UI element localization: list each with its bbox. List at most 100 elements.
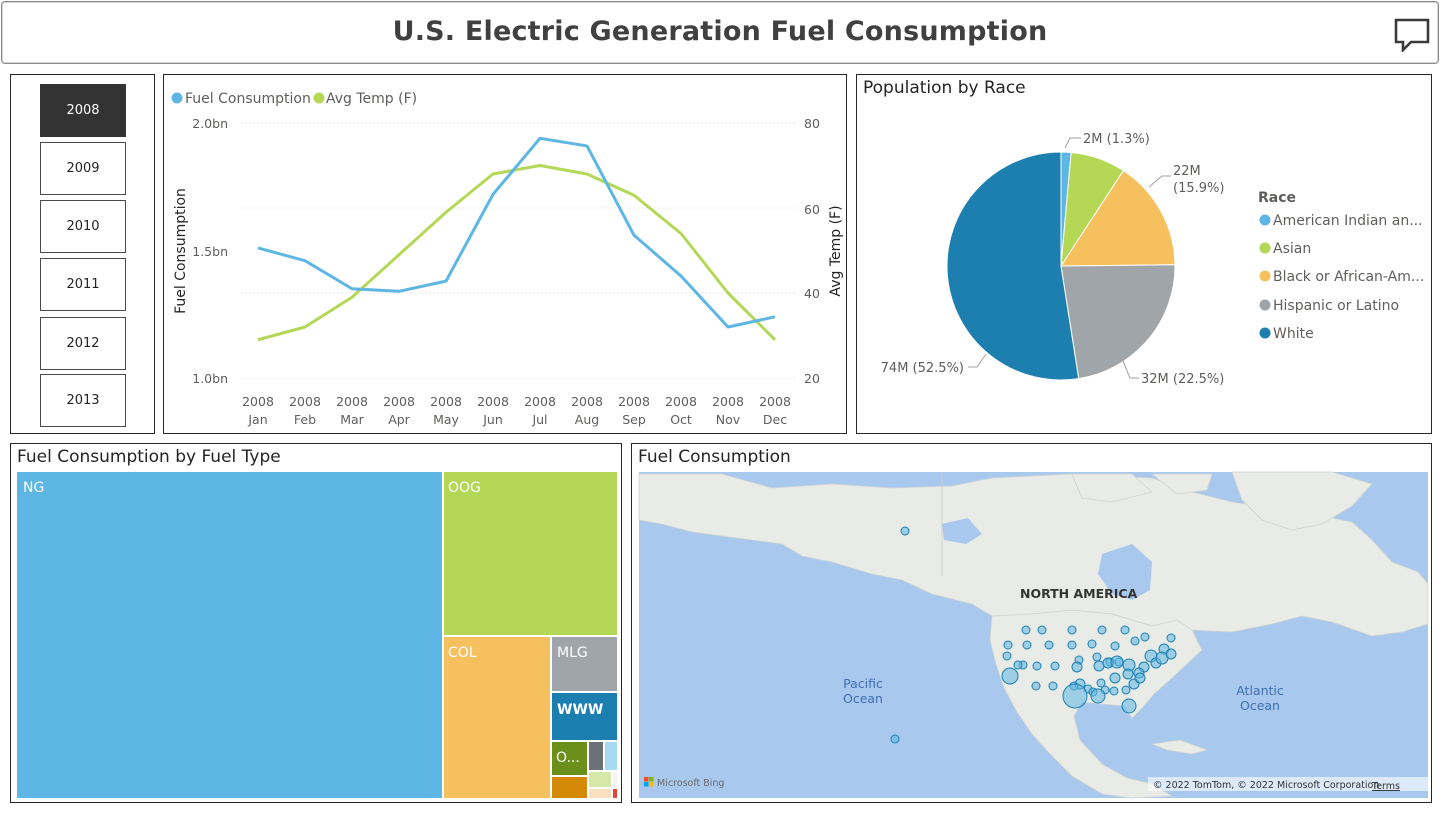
pie-leaders [968, 137, 1171, 379]
map-bubble-0[interactable] [900, 526, 910, 536]
map-bubble-12[interactable] [1110, 641, 1120, 651]
pie-label-american-indian: 2M (1.3%) [1083, 132, 1150, 147]
map-bubble-36[interactable] [1122, 668, 1134, 680]
map-bubble-33[interactable] [1093, 660, 1105, 672]
y-right-tick-20: 20 [804, 371, 820, 386]
series-line-fuel-consumption[interactable] [257, 136, 776, 329]
treemap-tile-small-6[interactable] [589, 789, 611, 798]
slicer-item-2008[interactable]: 2008 [40, 84, 126, 137]
map-bubble-44[interactable] [1048, 681, 1058, 691]
map-bubble-30[interactable] [1013, 660, 1023, 670]
y-right-tick-80: 80 [804, 116, 820, 131]
x-tick-month-jun: Jun [482, 412, 503, 427]
map-bubble-14[interactable] [1166, 633, 1176, 643]
x-tick-year-dec: 2008 [759, 394, 791, 409]
chart-legend[interactable]: Fuel Consumption Avg Temp (F) [171, 91, 418, 107]
legend-label-fuel: Fuel Consumption [185, 91, 311, 107]
treemap-tile-small-4[interactable] [589, 772, 611, 787]
treemap-tile-www[interactable] [552, 693, 617, 740]
treemap-tile-small-2[interactable] [589, 742, 603, 770]
map-bubble-6[interactable] [1140, 632, 1150, 642]
map-bubble-5[interactable] [1120, 625, 1130, 635]
legend-item-hispanic[interactable]: Hispanic or Latino [1273, 298, 1399, 314]
pie-slice-4[interactable] [946, 151, 1080, 381]
treemap-tile-small-7[interactable] [613, 789, 617, 798]
map-bubble-49[interactable] [1121, 685, 1131, 695]
y-right-tick-40: 40 [804, 286, 820, 301]
pie-slice-3[interactable] [1060, 264, 1176, 380]
legend-item-black[interactable]: Black or African-Am... [1273, 269, 1424, 285]
legend-item-asian[interactable]: Asian [1273, 241, 1311, 257]
map-bubble-54[interactable] [890, 734, 900, 744]
treemap-label-ng: NG [23, 480, 44, 496]
treemap-tile-mlg[interactable] [552, 637, 617, 691]
map-bubble-50[interactable] [1134, 672, 1146, 684]
treemap-tile-ng[interactable] [17, 472, 442, 798]
y-right-tick-60: 60 [804, 202, 820, 217]
map-bubble-19[interactable] [1092, 652, 1102, 662]
map[interactable]: NORTH AMERICA Pacific Ocean Atlantic Oce… [632, 444, 1431, 802]
map-bubble-31[interactable] [1032, 661, 1042, 671]
map-bubble-53[interactable] [1121, 698, 1137, 714]
map-bubble-4[interactable] [1097, 625, 1107, 635]
map-bubble-2[interactable] [1037, 625, 1047, 635]
line-chart[interactable]: Fuel Consumption Avg Temp (F) 2.0bn 1.5b… [164, 75, 846, 433]
pie-legend[interactable]: Race American Indian an... Asian Black o… [1258, 190, 1424, 342]
pie-chart[interactable]: 2M (1.3%) 22M (15.9%) 32M (22.5%) 74M (5… [857, 75, 1431, 433]
slicer-item-2013[interactable]: 2013 [40, 374, 126, 427]
map-bubble-10[interactable] [1067, 640, 1077, 650]
map-bubble-15[interactable] [1002, 651, 1012, 661]
x-tick-month-may: May [433, 412, 459, 427]
map-bubble-52[interactable] [1090, 688, 1106, 704]
treemap-label-mlg: MLG [557, 645, 588, 661]
map-bubbles[interactable] [890, 526, 1177, 744]
map-bubble-13[interactable] [1130, 636, 1140, 646]
map-bubble-29[interactable] [1001, 667, 1019, 685]
map-bubble-8[interactable] [1022, 640, 1032, 650]
map-bubble-51[interactable] [1062, 683, 1088, 709]
legend-marker-black [1259, 270, 1271, 282]
legend-item-american-indian[interactable]: American Indian an... [1273, 213, 1423, 229]
map-bubble-11[interactable] [1087, 639, 1097, 649]
map-terms-link[interactable]: Terms [1371, 781, 1400, 792]
treemap-tile-small-5[interactable] [613, 772, 617, 787]
map-bubble-37[interactable] [1109, 672, 1121, 684]
map-bubble-38[interactable] [1096, 678, 1106, 688]
treemap-tile-small-3[interactable] [605, 742, 617, 770]
slicer-item-2012[interactable]: 2012 [40, 317, 126, 370]
x-tick-month-jul: Jul [531, 412, 547, 427]
slicer-item-2009[interactable]: 2009 [40, 142, 126, 195]
legend-label-temp: Avg Temp (F) [326, 91, 417, 107]
map-provider: Microsoft Bing [657, 778, 724, 789]
leader-line-black [1148, 175, 1171, 188]
map-bubble-48[interactable] [1109, 686, 1119, 696]
leader-line-american-indian [1064, 137, 1081, 149]
map-bubble-32[interactable] [1071, 661, 1083, 673]
treemap-tile-col[interactable] [444, 637, 550, 798]
map-ocean-atlantic-1: Atlantic [1236, 683, 1284, 698]
x-tick-month-oct: Oct [670, 412, 692, 427]
treemap-tile-other[interactable] [552, 742, 587, 775]
map-bubble-7[interactable] [1003, 640, 1013, 650]
treemap-tile-oog[interactable] [444, 472, 617, 635]
comment-icon[interactable] [1394, 18, 1430, 52]
series-line-avg-temp[interactable] [257, 164, 777, 342]
map-bubble-28[interactable] [1165, 648, 1177, 660]
slicer-item-2010[interactable]: 2010 [40, 200, 126, 253]
map-bubble-43[interactable] [1031, 681, 1041, 691]
map-bubble-3[interactable] [1067, 625, 1077, 635]
treemap-tile-small-1[interactable] [552, 777, 587, 798]
pie-slice-2[interactable] [1060, 169, 1176, 267]
map-bubble-35[interactable] [1110, 655, 1124, 669]
legend-item-white[interactable]: White [1273, 326, 1314, 342]
pie-label-white: 74M (52.5%) [881, 361, 964, 376]
map-bubble-17[interactable] [1050, 661, 1060, 671]
map-ocean-pacific-1: Pacific [843, 676, 883, 691]
map-ocean-pacific-2: Ocean [843, 691, 883, 706]
y-right-axis-title: Avg Temp (F) [828, 205, 844, 296]
treemap[interactable]: NG OOG COL MLG WWW O... [11, 444, 621, 802]
slicer-item-2011[interactable]: 2011 [40, 258, 126, 311]
map-bubble-1[interactable] [1021, 625, 1031, 635]
map-bubble-9[interactable] [1044, 640, 1054, 650]
x-tick-year-oct: 2008 [665, 394, 697, 409]
